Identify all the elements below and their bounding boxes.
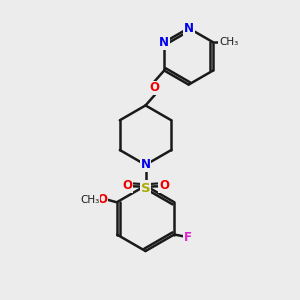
- Text: O: O: [98, 193, 107, 206]
- Text: F: F: [184, 231, 192, 244]
- Text: S: S: [141, 182, 150, 194]
- Text: N: N: [159, 36, 169, 49]
- Text: O: O: [122, 179, 132, 192]
- Text: O: O: [150, 82, 160, 94]
- Text: N: N: [184, 22, 194, 34]
- Text: N: N: [140, 158, 151, 171]
- Text: CH₃: CH₃: [80, 195, 100, 205]
- Text: O: O: [159, 179, 169, 192]
- Text: CH₃: CH₃: [219, 37, 238, 47]
